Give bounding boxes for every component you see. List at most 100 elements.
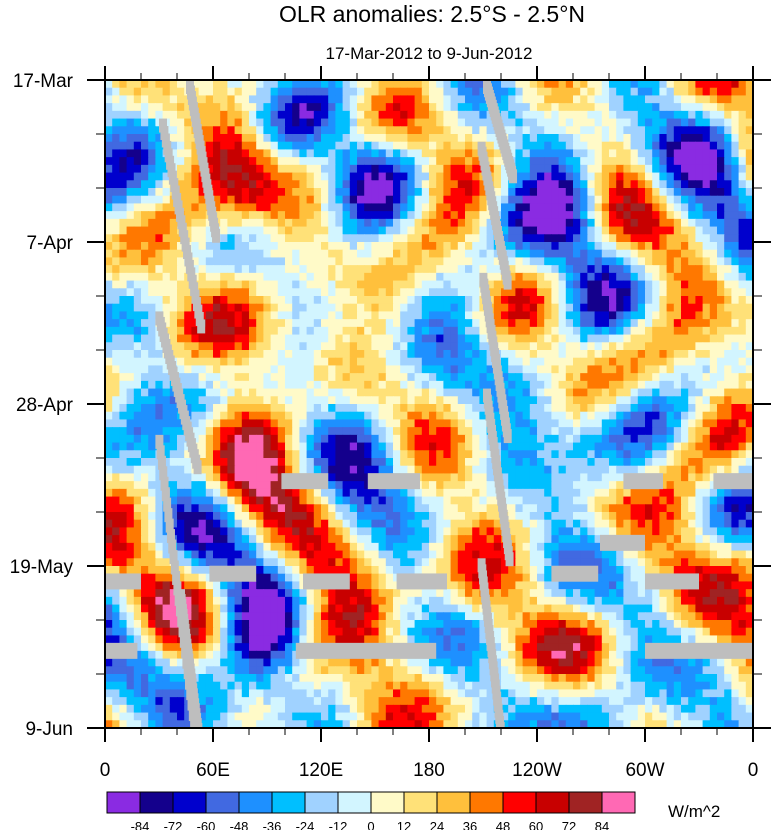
heat-cell xyxy=(522,141,531,151)
heat-cell xyxy=(169,342,178,351)
heat-cell xyxy=(745,458,753,467)
heat-cell xyxy=(213,172,221,181)
heat-cell xyxy=(695,141,704,151)
heat-cell xyxy=(256,481,264,490)
heat-cell xyxy=(133,442,142,451)
heat-cell xyxy=(601,465,610,475)
heat-cell xyxy=(429,218,437,228)
heat-cell xyxy=(277,504,286,513)
heat-cell xyxy=(731,188,740,197)
heat-cell xyxy=(112,365,120,374)
heat-cell xyxy=(745,203,753,212)
heat-cell xyxy=(429,164,437,174)
heat-cell xyxy=(141,188,149,197)
heat-cell xyxy=(652,242,660,251)
heat-cell xyxy=(198,488,207,498)
heat-cell xyxy=(263,481,272,490)
heat-cell xyxy=(580,257,588,266)
heat-cell xyxy=(205,319,214,328)
heat-cell xyxy=(717,388,725,397)
heat-cell xyxy=(378,188,387,197)
heat-cell xyxy=(630,95,639,104)
heat-cell xyxy=(141,126,149,135)
heat-cell xyxy=(148,149,156,158)
heat-cell xyxy=(213,365,221,374)
heat-cell xyxy=(220,249,228,259)
heat-cell xyxy=(321,458,329,467)
heat-cell xyxy=(169,280,178,289)
heat-cell xyxy=(573,272,581,282)
heat-cell xyxy=(119,388,128,397)
heat-cell xyxy=(695,303,704,313)
heat-cell xyxy=(414,357,423,367)
heat-cell xyxy=(724,319,732,328)
heat-cell xyxy=(551,319,560,328)
heat-cell xyxy=(256,80,264,89)
heat-cell xyxy=(465,218,473,228)
heat-cell xyxy=(205,118,214,127)
heat-cell xyxy=(299,149,308,158)
heat-cell xyxy=(105,442,113,451)
heat-cell xyxy=(623,195,632,205)
heat-cell xyxy=(213,80,221,89)
heat-cell xyxy=(234,434,243,444)
heat-cell xyxy=(544,357,552,367)
heat-cell xyxy=(393,319,401,328)
heat-cell xyxy=(191,481,200,490)
heat-cell xyxy=(681,149,689,158)
heat-cell xyxy=(745,265,753,274)
heat-cell xyxy=(105,458,113,467)
heat-cell xyxy=(681,110,689,120)
heat-cell xyxy=(342,103,351,112)
heat-cell xyxy=(522,342,531,351)
heat-cell xyxy=(321,396,329,405)
heat-cell xyxy=(292,496,300,505)
heat-cell xyxy=(241,188,250,197)
heat-cell xyxy=(717,488,725,498)
heat-cell xyxy=(328,226,336,235)
heat-cell xyxy=(393,203,401,212)
heat-cell xyxy=(119,357,128,367)
heat-cell xyxy=(292,164,300,174)
heat-cell xyxy=(609,203,617,212)
heat-cell xyxy=(609,326,617,336)
heat-cell xyxy=(558,473,567,482)
heat-cell xyxy=(537,296,545,305)
heat-cell xyxy=(155,203,164,212)
heat-cell xyxy=(601,396,610,405)
heat-cell xyxy=(565,134,574,143)
heat-cell xyxy=(227,388,236,397)
heat-cell xyxy=(529,427,538,436)
heat-cell xyxy=(292,388,300,397)
heat-cell xyxy=(702,342,711,351)
heat-cell xyxy=(666,188,675,197)
heat-cell xyxy=(342,280,351,289)
heat-cell xyxy=(364,427,372,436)
heat-cell xyxy=(443,95,452,104)
heat-cell xyxy=(148,242,156,251)
heat-cell xyxy=(443,350,452,359)
heat-cell xyxy=(126,134,135,143)
heat-cell xyxy=(270,211,279,220)
heat-cell xyxy=(328,388,336,397)
heat-cell xyxy=(177,488,185,498)
heat-cell xyxy=(508,303,516,313)
heat-cell xyxy=(133,118,142,127)
heat-cell xyxy=(522,203,531,212)
heat-cell xyxy=(270,249,279,259)
heat-cell xyxy=(263,249,272,259)
heat-cell xyxy=(385,488,394,498)
heat-cell xyxy=(349,342,358,351)
heat-cell xyxy=(400,458,408,467)
heat-cell xyxy=(443,203,452,212)
heat-cell xyxy=(148,504,156,513)
heat-cell xyxy=(522,188,531,197)
heat-cell xyxy=(227,164,236,174)
heat-cell xyxy=(220,95,228,104)
heat-cell xyxy=(529,296,538,305)
heat-cell xyxy=(673,396,682,405)
heat-cell xyxy=(141,234,149,243)
heat-cell xyxy=(645,180,653,189)
heat-cell xyxy=(119,110,128,120)
heat-cell xyxy=(486,280,495,289)
